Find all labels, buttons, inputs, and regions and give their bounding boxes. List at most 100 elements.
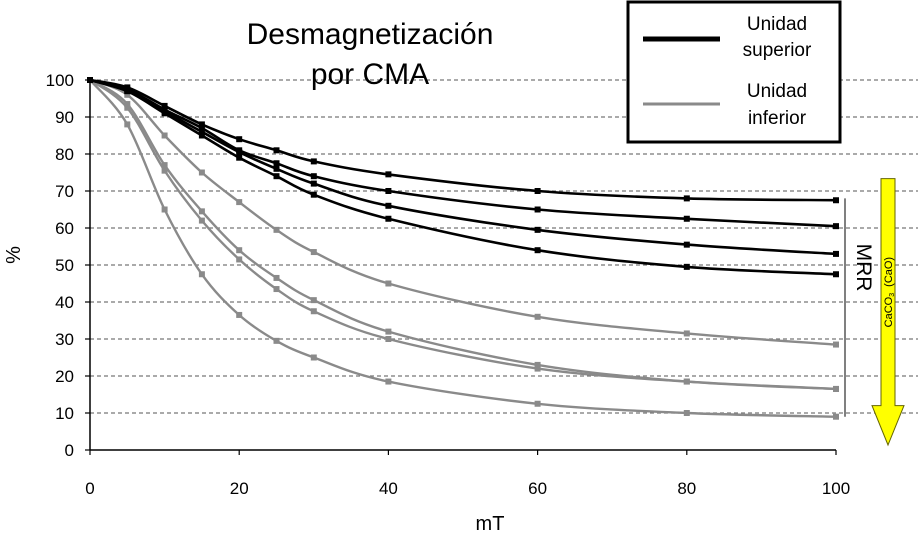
y-tick-label-50: 50 <box>55 256 74 275</box>
data-point-unidad-inferior-3-x60 <box>534 365 541 372</box>
data-point-unidad-inferior-3-x15 <box>198 217 205 224</box>
data-point-unidad-inferior-1-x20 <box>236 199 243 206</box>
y-tick-label-60: 60 <box>55 219 74 238</box>
data-point-unidad-inferior-2-x10 <box>161 162 168 169</box>
data-point-unidad-inferior-4-x30 <box>310 354 317 361</box>
chart-title-line-2: por CMA <box>311 58 429 91</box>
x-tick-label-60: 60 <box>528 479 547 498</box>
data-point-unidad-inferior-3-x100 <box>833 385 839 392</box>
data-point-unidad-superior-2-x60 <box>534 206 541 213</box>
data-point-unidad-inferior-3-x80 <box>683 378 690 385</box>
y-tick-label-100: 100 <box>46 71 74 90</box>
series-line-unidad-inferior-3 <box>89 79 837 391</box>
data-point-unidad-superior-1-x30 <box>310 158 317 165</box>
data-point-unidad-inferior-1-x10 <box>161 132 168 139</box>
y-tick-label-90: 90 <box>55 108 74 127</box>
data-point-unidad-superior-4-x25 <box>273 173 280 180</box>
y-tick-label-0: 0 <box>65 441 74 460</box>
data-point-unidad-inferior-1-x30 <box>310 249 317 256</box>
data-point-unidad-inferior-1-x5 <box>124 91 131 98</box>
caco3-label-main: CaCO <box>883 296 895 327</box>
data-point-unidad-superior-3-x60 <box>534 226 541 233</box>
x-tick-label-20: 20 <box>230 479 249 498</box>
data-point-unidad-inferior-4-x5 <box>124 121 131 128</box>
series-unidad-superior-4 <box>87 77 839 278</box>
data-point-unidad-inferior-2-x25 <box>273 274 280 281</box>
y-tick-label-30: 30 <box>55 330 74 349</box>
data-point-unidad-inferior-3-x10 <box>161 167 168 174</box>
data-point-unidad-inferior-4-x40 <box>385 378 392 385</box>
y-tick-label-10: 10 <box>55 404 74 423</box>
data-point-unidad-inferior-4-x20 <box>236 311 243 318</box>
data-point-unidad-superior-4-x15 <box>198 132 205 139</box>
data-point-unidad-inferior-2-x40 <box>385 328 392 335</box>
data-point-unidad-superior-3-x100 <box>833 250 839 257</box>
data-point-unidad-inferior-4-x10 <box>161 206 168 213</box>
data-point-unidad-superior-4-x80 <box>683 263 690 270</box>
data-point-unidad-superior-1-x20 <box>236 136 243 143</box>
data-point-unidad-inferior-1-x15 <box>198 169 205 176</box>
data-point-unidad-superior-1-x25 <box>273 147 280 154</box>
data-point-unidad-superior-3-x40 <box>385 202 392 209</box>
data-point-unidad-superior-2-x30 <box>310 173 317 180</box>
data-point-unidad-inferior-3-x25 <box>273 286 280 293</box>
x-axis-ticks: 0 20 40 60 80 100 <box>85 450 850 498</box>
data-point-unidad-inferior-2-x15 <box>198 208 205 215</box>
data-point-unidad-inferior-1-x100 <box>833 341 839 348</box>
data-point-unidad-superior-2-x80 <box>683 215 690 222</box>
legend-label-unidad-inferior-line-1: Unidad <box>747 81 807 102</box>
data-point-unidad-superior-4-x40 <box>385 215 392 222</box>
caco3-arrow-shape <box>871 178 905 447</box>
data-point-unidad-inferior-2-x30 <box>310 297 317 304</box>
data-point-unidad-superior-3-x20 <box>236 149 243 156</box>
data-point-unidad-inferior-1-x80 <box>683 330 690 337</box>
data-point-unidad-inferior-2-x60 <box>534 361 541 368</box>
data-point-unidad-superior-2-x100 <box>833 223 839 230</box>
series-line-unidad-inferior-4 <box>89 79 837 418</box>
data-point-unidad-inferior-1-x25 <box>273 226 280 233</box>
x-tick-label-100: 100 <box>822 479 850 498</box>
data-point-unidad-inferior-4-x25 <box>273 337 280 344</box>
x-tick-label-0: 0 <box>85 479 94 498</box>
caco3-arrow-label: CaCO3 (CaO) <box>883 257 896 327</box>
data-point-unidad-inferior-4-x60 <box>534 400 541 407</box>
data-point-unidad-inferior-3-x20 <box>236 256 243 263</box>
legend: Unidad superior Unidad inferior <box>626 0 842 144</box>
y-tick-label-40: 40 <box>55 293 74 312</box>
y-tick-label-20: 20 <box>55 367 74 386</box>
y-tick-label-80: 80 <box>55 145 74 164</box>
data-point-unidad-superior-4-x5 <box>124 88 131 95</box>
mrr-bracket: MRR <box>844 198 875 417</box>
y-axis-ticks: 0 10 20 30 40 50 60 70 80 90 100 <box>46 71 90 460</box>
data-point-unidad-inferior-2-x20 <box>236 247 243 254</box>
data-series <box>87 77 839 420</box>
data-point-unidad-superior-3-x25 <box>273 165 280 172</box>
x-tick-label-40: 40 <box>379 479 398 498</box>
data-point-unidad-superior-4-x30 <box>310 191 317 198</box>
legend-label-unidad-superior-line-1: Unidad <box>747 14 807 35</box>
data-point-unidad-superior-2-x25 <box>273 160 280 167</box>
data-point-unidad-superior-3-x15 <box>198 128 205 135</box>
data-point-unidad-superior-1-x40 <box>385 171 392 178</box>
data-point-unidad-superior-1-x10 <box>161 102 168 109</box>
x-tick-label-80: 80 <box>677 479 696 498</box>
y-tick-label-70: 70 <box>55 182 74 201</box>
mrr-label: MRR <box>852 244 875 292</box>
caco3-label-subscript: 3 <box>889 293 896 297</box>
data-point-unidad-superior-1-x15 <box>198 121 205 128</box>
data-point-unidad-inferior-1-x60 <box>534 313 541 320</box>
data-point-unidad-superior-3-x80 <box>683 241 690 248</box>
caco3-label-paren: (CaO) <box>883 257 895 287</box>
data-point-unidad-superior-1-x100 <box>833 197 839 204</box>
data-point-unidad-inferior-3-x30 <box>310 308 317 315</box>
data-point-unidad-inferior-2-x5 <box>124 101 131 108</box>
legend-box <box>626 0 842 144</box>
data-point-unidad-superior-2-x15 <box>198 125 205 132</box>
data-point-unidad-inferior-1-x40 <box>385 280 392 287</box>
data-point-unidad-superior-1-x60 <box>534 188 541 194</box>
data-point-unidad-superior-1-x80 <box>683 195 690 202</box>
legend-label-unidad-superior-line-2: superior <box>743 40 812 61</box>
data-point-unidad-inferior-3-x40 <box>385 336 392 342</box>
data-point-unidad-superior-4-x100 <box>833 271 839 278</box>
